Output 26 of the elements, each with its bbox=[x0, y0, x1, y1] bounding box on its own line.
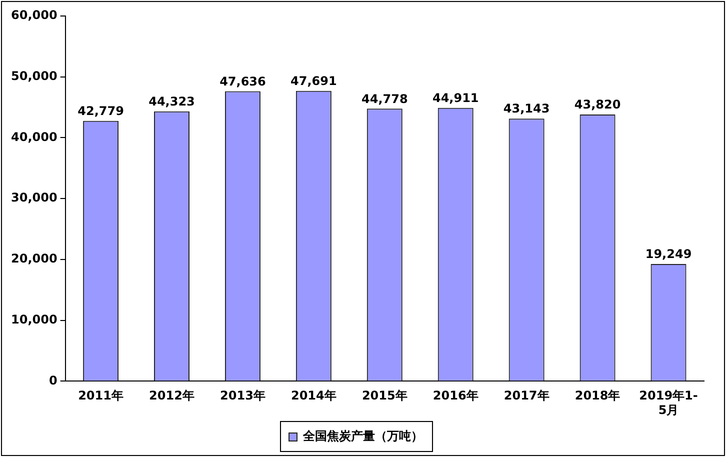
y-tick-label: 10,000 bbox=[10, 312, 58, 326]
y-tick-label: 40,000 bbox=[10, 130, 58, 144]
legend-label: 全国焦炭产量（万吨） bbox=[302, 429, 423, 444]
x-tick-label: 2018年 bbox=[574, 388, 620, 403]
data-label: 43,820 bbox=[574, 98, 621, 112]
data-label: 47,636 bbox=[220, 74, 266, 88]
x-tick-label: 2013年 bbox=[220, 388, 266, 403]
y-tick-label: 20,000 bbox=[10, 252, 58, 266]
y-tick-label: 50,000 bbox=[10, 68, 58, 83]
x-tick-label: 2014年 bbox=[290, 388, 336, 403]
data-label: 19,249 bbox=[645, 247, 692, 262]
y-tick-label: 60,000 bbox=[10, 8, 58, 22]
data-label: 44,911 bbox=[432, 90, 479, 105]
data-label: 43,143 bbox=[503, 102, 550, 116]
data-label: 47,691 bbox=[290, 74, 337, 88]
x-tick-label: 2015年 bbox=[362, 388, 408, 403]
x-tick-label: 2016年 bbox=[432, 388, 478, 403]
data-label: 44,323 bbox=[148, 94, 195, 109]
y-tick-label: 30,000 bbox=[10, 190, 58, 205]
x-tick-label: 2017年 bbox=[504, 388, 550, 403]
data-label: 42,779 bbox=[78, 104, 124, 118]
x-tick-label: 2011年 bbox=[78, 388, 124, 403]
data-label: 44,778 bbox=[361, 92, 408, 106]
x-tick-label: 2012年 bbox=[149, 388, 194, 403]
x-tick-label: 2019年1-5月 bbox=[639, 388, 698, 417]
y-tick-label: 0 bbox=[48, 373, 58, 388]
